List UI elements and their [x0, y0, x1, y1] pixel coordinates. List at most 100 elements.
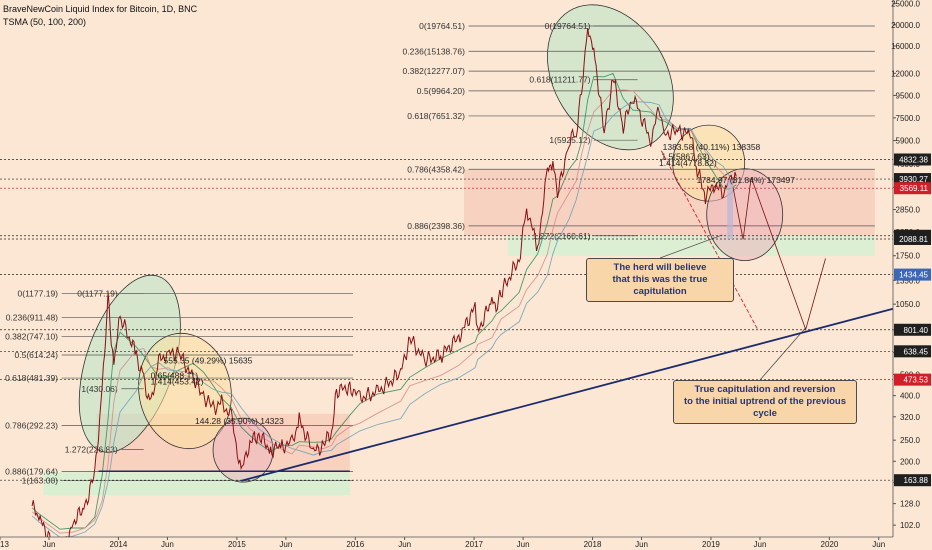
- x-tick-label: 2013: [0, 540, 9, 549]
- price-badge: [894, 153, 931, 166]
- y-tick-label: 400.0: [900, 392, 921, 401]
- fib-2018-inner-label: 1(5925.12): [549, 135, 590, 145]
- fib-2018-label: 0.236(15138.76): [403, 46, 466, 56]
- callout-true-cap-pointer: [759, 327, 806, 381]
- red-zone-2018: [464, 169, 875, 236]
- tsma-line-1: [31, 89, 737, 534]
- price-badge-label: 163.88: [904, 476, 929, 485]
- measure-annotation: 1.414(4778.82): [659, 158, 717, 168]
- green-zone-2014: [43, 472, 350, 496]
- price-badge-label: 4832.38: [899, 155, 928, 164]
- price-badge: [894, 173, 931, 186]
- y-tick-label: 1050.0: [896, 300, 921, 309]
- fib-2018-label: 0(19764.51): [419, 21, 465, 31]
- callout-herd-pointer: [659, 234, 723, 259]
- measure-annotation: 0.65(488.11): [151, 370, 199, 380]
- x-tick-label: Jun: [279, 540, 292, 549]
- x-tick-label: 2014: [110, 540, 128, 549]
- price-badge-label: 3569.11: [900, 184, 929, 193]
- y-tick-label: 1350.0: [896, 276, 921, 285]
- callout-true-capitulation: True capitulation and reversion to the i…: [673, 380, 857, 424]
- price-badge: [894, 182, 931, 195]
- price-badge: [894, 345, 931, 358]
- y-tick-label: 5900.0: [896, 137, 921, 146]
- x-tick-label: 2020: [821, 540, 839, 549]
- price-badge-label: 638.45: [904, 347, 929, 356]
- trendline-long-term: [241, 307, 893, 482]
- price-badge-label: 2088.81: [899, 235, 928, 244]
- fib-2014-inner-label: 1(430.06): [81, 384, 118, 394]
- fib-2014-label: 0.618(481.39): [5, 373, 58, 383]
- plot-area: 0(1177.19) 0.236(911.48) 0.382(747.10) 0.5(…: [0, 4, 893, 537]
- price-badge: [894, 268, 931, 281]
- price-badge-label: 801.40: [904, 326, 929, 335]
- fib-2018-label: 0.382(12277.07): [403, 66, 466, 76]
- price-badge: [894, 373, 931, 386]
- y-tick-label: 25000.0: [891, 0, 920, 9]
- fib-2014-label: 0.786(292.23): [5, 420, 58, 430]
- y-tick-label: 7500.0: [896, 114, 921, 123]
- x-tick-label: Jun: [754, 540, 767, 549]
- fib-2018-inner-label: 0.618(11211.77): [529, 75, 590, 85]
- fib-2014-label: 0.5(614.24): [15, 350, 59, 360]
- x-tick-label: Jun: [517, 540, 530, 549]
- y-tick-label: 2850.0: [896, 206, 921, 215]
- fib-2014-label: 1(163.00): [22, 476, 59, 486]
- ellipse-2014-mid: [138, 332, 232, 450]
- fib-2014-inner-label: 0(1177.19): [77, 288, 118, 298]
- price-badge-label: 1434.45: [899, 271, 928, 280]
- chart-title: BraveNewCoin Liquid Index for Bitcoin, 1…: [3, 4, 198, 14]
- fib-2014-label: 0.886(179.64): [5, 466, 58, 476]
- x-tick-label: 2017: [465, 540, 483, 549]
- fib-2018-label: 0.5(9964.20): [417, 86, 465, 96]
- x-axis-panel: [0, 537, 932, 550]
- tsma-line-2: [31, 100, 737, 537]
- y-tick-label: 16000.0: [891, 42, 920, 51]
- fib-2018-label: 0.618(7651.32): [407, 111, 465, 121]
- callout-herd-line1: The herd will believe: [613, 262, 707, 273]
- measure-annotation: 1784.97 (31.84%) 173497: [697, 175, 796, 185]
- measurement-box: [727, 179, 734, 239]
- y-tick-label: 320.0: [900, 413, 921, 422]
- x-tick-label: 2019: [702, 540, 720, 549]
- ellipse-2019-bottom: [706, 168, 784, 262]
- green-zone-2018: [507, 235, 875, 256]
- x-tick-label: 2018: [584, 540, 602, 549]
- y-tick-label: 102.0: [900, 521, 921, 530]
- projection-path: [732, 177, 826, 331]
- callout-true-cap-line2: to the initial uptrend of the previous c…: [683, 396, 847, 419]
- tsma-line-0: [31, 72, 737, 530]
- indicator-label[interactable]: TSMA (50, 100, 200): [3, 17, 87, 27]
- fib-2018-label: 0.786(4358.42): [407, 164, 465, 174]
- y-tick-label: 12000.0: [891, 69, 920, 78]
- y-tick-label: 1750.0: [896, 252, 921, 261]
- price-series-line: [31, 28, 737, 537]
- measure-annotation: 144.28 (35.90%) 14323: [195, 416, 284, 426]
- x-tick-label: Jun: [43, 540, 56, 549]
- price-badge-label: 473.53: [904, 376, 929, 385]
- fib-2014-label: 0(1177.19): [18, 288, 59, 298]
- projection-down: [660, 150, 759, 330]
- measure-annotation: 1.5(5867.63): [661, 151, 709, 161]
- fib-2014-inner-label: 1.272(226.83): [65, 444, 118, 454]
- x-tick-label: Jun: [872, 540, 885, 549]
- x-tick-label: Jun: [161, 540, 174, 549]
- callout-true-cap-line1: True capitulation and reversion: [694, 384, 836, 395]
- x-tick-label: Jun: [398, 540, 411, 549]
- price-badge: [894, 232, 931, 245]
- y-tick-label: 200.0: [900, 457, 921, 466]
- measure-annotation: 1383.58 (40.11%) 138358: [663, 142, 761, 152]
- y-tick-label: 20000.0: [891, 21, 920, 30]
- measure-annotation: 1.414(453.42): [151, 376, 204, 386]
- price-badge: [894, 474, 931, 487]
- fib-2018-label: 0.886(2398.36): [407, 221, 465, 231]
- x-tick-label: Jun: [635, 540, 648, 549]
- y-tick-label: 250.0: [900, 436, 921, 445]
- callout-herd: The herd will believe that this was the …: [586, 258, 734, 302]
- price-badge-label: 3930.27: [899, 175, 928, 184]
- x-tick-label: 2016: [346, 540, 364, 549]
- price-badge: [894, 323, 931, 336]
- fib-2014-label: 0.382(747.10): [5, 331, 58, 341]
